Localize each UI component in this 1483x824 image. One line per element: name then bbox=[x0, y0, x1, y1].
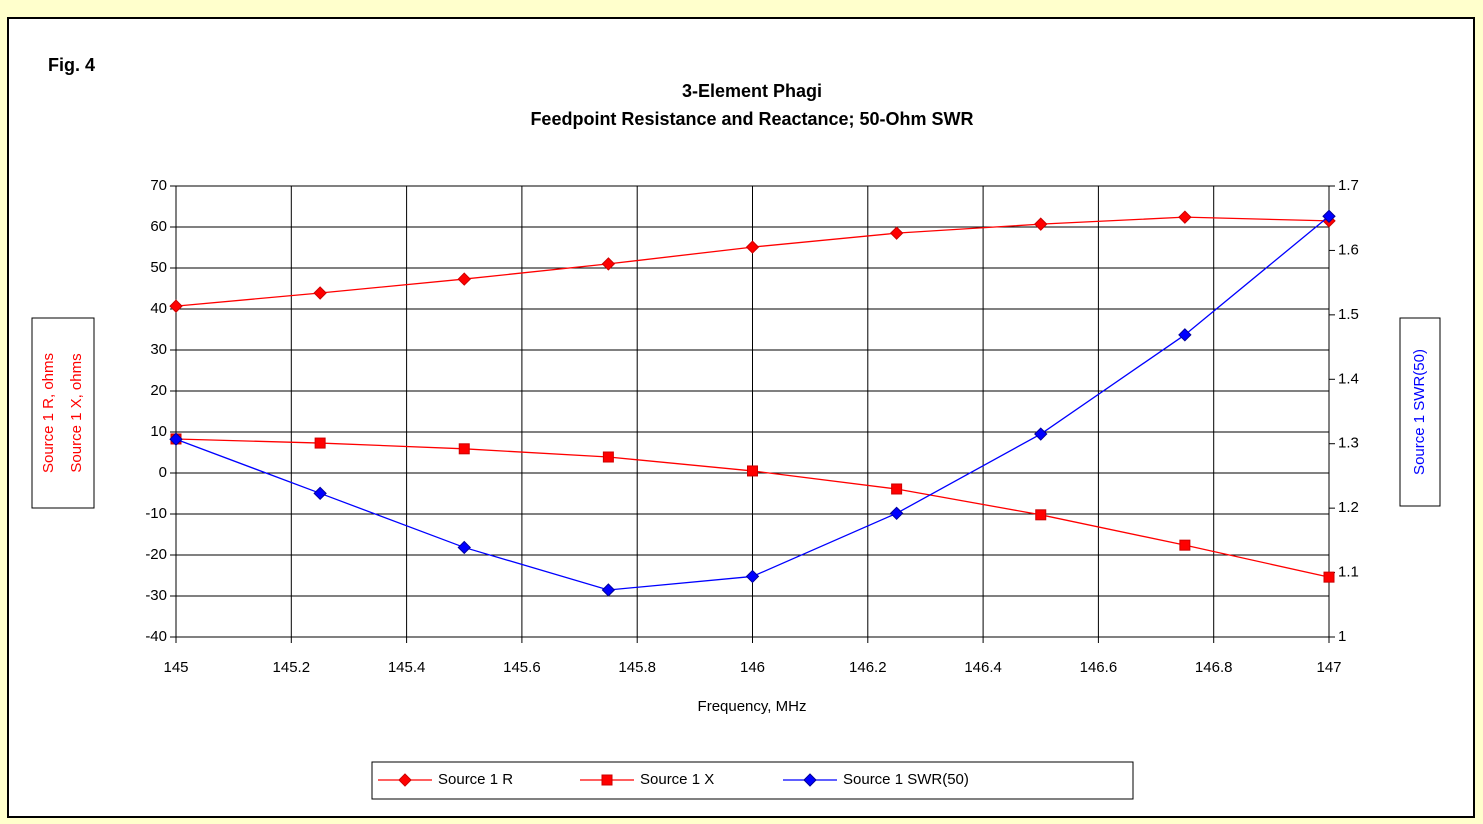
marker bbox=[169, 432, 183, 446]
marker bbox=[601, 583, 616, 597]
marker bbox=[1035, 509, 1047, 521]
x-tick-label: 147 bbox=[1316, 659, 1341, 676]
marker bbox=[1034, 217, 1048, 231]
y2-tick-label: 1.4 bbox=[1338, 370, 1359, 387]
legend-marker bbox=[398, 773, 412, 787]
x-tick-label: 146.6 bbox=[1080, 659, 1118, 676]
y2-tick-label: 1.6 bbox=[1338, 241, 1359, 258]
marker bbox=[745, 569, 760, 584]
x-axis-label: Frequency, MHz bbox=[698, 698, 807, 715]
legend-marker bbox=[803, 773, 817, 787]
y2-tick-label: 1.3 bbox=[1338, 435, 1359, 452]
marker bbox=[1323, 571, 1335, 583]
marker bbox=[313, 486, 327, 501]
y2-axis-label: Source 1 SWR(50) bbox=[1411, 349, 1428, 475]
marker bbox=[889, 506, 904, 521]
chart-title: 3-Element Phagi bbox=[682, 81, 822, 101]
x-tick-label: 146 bbox=[740, 659, 765, 676]
y-tick-label: -10 bbox=[145, 505, 167, 522]
x-tick-label: 146.4 bbox=[964, 659, 1002, 676]
chart-subtitle: Feedpoint Resistance and Reactance; 50-O… bbox=[530, 109, 973, 129]
x-tick-label: 145 bbox=[163, 659, 188, 676]
x-tick-label: 145.4 bbox=[388, 659, 426, 676]
marker bbox=[1178, 328, 1192, 342]
marker bbox=[1178, 210, 1192, 224]
marker bbox=[457, 272, 471, 286]
y2-tick-label: 1.5 bbox=[1338, 306, 1359, 323]
marker bbox=[745, 240, 760, 254]
y-axis-label: Source 1 X, ohms bbox=[68, 353, 85, 472]
legend-label: Source 1 X bbox=[640, 771, 714, 788]
marker bbox=[1179, 539, 1191, 551]
y-tick-label: 60 bbox=[150, 218, 167, 235]
figure-label: Fig. 4 bbox=[48, 55, 95, 75]
x-tick-label: 145.6 bbox=[503, 659, 541, 676]
y-tick-label: 50 bbox=[150, 259, 167, 276]
legend-label: Source 1 SWR(50) bbox=[843, 771, 969, 788]
y2-tick-label: 1 bbox=[1338, 628, 1346, 645]
marker bbox=[889, 226, 904, 240]
y-tick-label: 70 bbox=[150, 177, 167, 194]
y-tick-label: 30 bbox=[150, 341, 167, 358]
y-tick-label: 10 bbox=[150, 423, 167, 440]
x-tick-label: 145.8 bbox=[618, 659, 656, 676]
y2-label-box bbox=[1399, 317, 1441, 507]
y-tick-label: 0 bbox=[159, 464, 167, 481]
y-tick-label: -40 bbox=[145, 628, 167, 645]
legend-label: Source 1 R bbox=[438, 771, 513, 788]
y-axis-label: Source 1 R, ohms bbox=[40, 353, 57, 473]
marker bbox=[169, 299, 183, 313]
x-tick-label: 146.8 bbox=[1195, 659, 1233, 676]
y-tick-label: -20 bbox=[145, 546, 167, 563]
marker bbox=[458, 443, 470, 455]
marker bbox=[891, 483, 903, 495]
y-label-box bbox=[31, 317, 95, 509]
y2-tick-label: 1.7 bbox=[1338, 177, 1359, 194]
marker bbox=[314, 437, 326, 449]
y-tick-label: -30 bbox=[145, 587, 167, 604]
marker bbox=[1034, 427, 1048, 441]
y2-tick-label: 1.2 bbox=[1338, 499, 1359, 516]
x-tick-label: 145.2 bbox=[273, 659, 311, 676]
legend-box bbox=[371, 761, 1134, 800]
marker bbox=[602, 451, 614, 463]
marker bbox=[457, 540, 471, 555]
marker bbox=[747, 465, 758, 477]
legend-marker bbox=[601, 774, 613, 786]
marker bbox=[1322, 209, 1336, 223]
marker bbox=[313, 286, 327, 300]
x-tick-label: 146.2 bbox=[849, 659, 887, 676]
y-tick-label: 20 bbox=[150, 382, 167, 399]
marker bbox=[601, 257, 616, 271]
y2-tick-label: 1.1 bbox=[1338, 564, 1359, 581]
y-tick-label: 40 bbox=[150, 300, 167, 317]
